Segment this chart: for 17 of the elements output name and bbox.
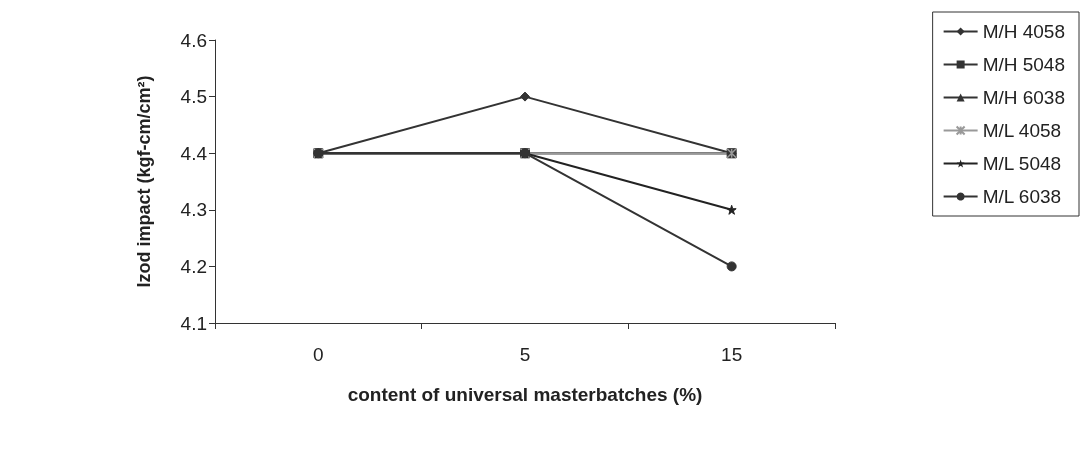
y-tick-label: 4.5: [180, 86, 207, 108]
y-tick-label: 4.6: [180, 29, 207, 51]
legend-label: M/L 5048: [982, 153, 1062, 174]
y-tick-label: 4.1: [180, 312, 207, 334]
x-tick-label: 15: [721, 344, 743, 365]
y-tick-label: 4.3: [180, 199, 207, 221]
x-tick-label: 5: [519, 344, 531, 365]
legend-label: M/H 4058: [982, 21, 1065, 42]
y-axis-title: Izod impact (kgf-cm/cm²): [134, 75, 154, 288]
legend-label: M/L 6038: [982, 186, 1062, 207]
legend-label: M/H 5048: [982, 54, 1065, 75]
x-tick-label: 0: [313, 344, 324, 365]
legend-label: M/H 6038: [982, 87, 1065, 108]
y-tick-label: 4.2: [180, 255, 207, 277]
x-axis-title: content of universal masterbatches (%): [347, 384, 703, 405]
legend-label: M/L 4058: [982, 120, 1062, 141]
y-tick-label: 4.4: [180, 142, 208, 164]
